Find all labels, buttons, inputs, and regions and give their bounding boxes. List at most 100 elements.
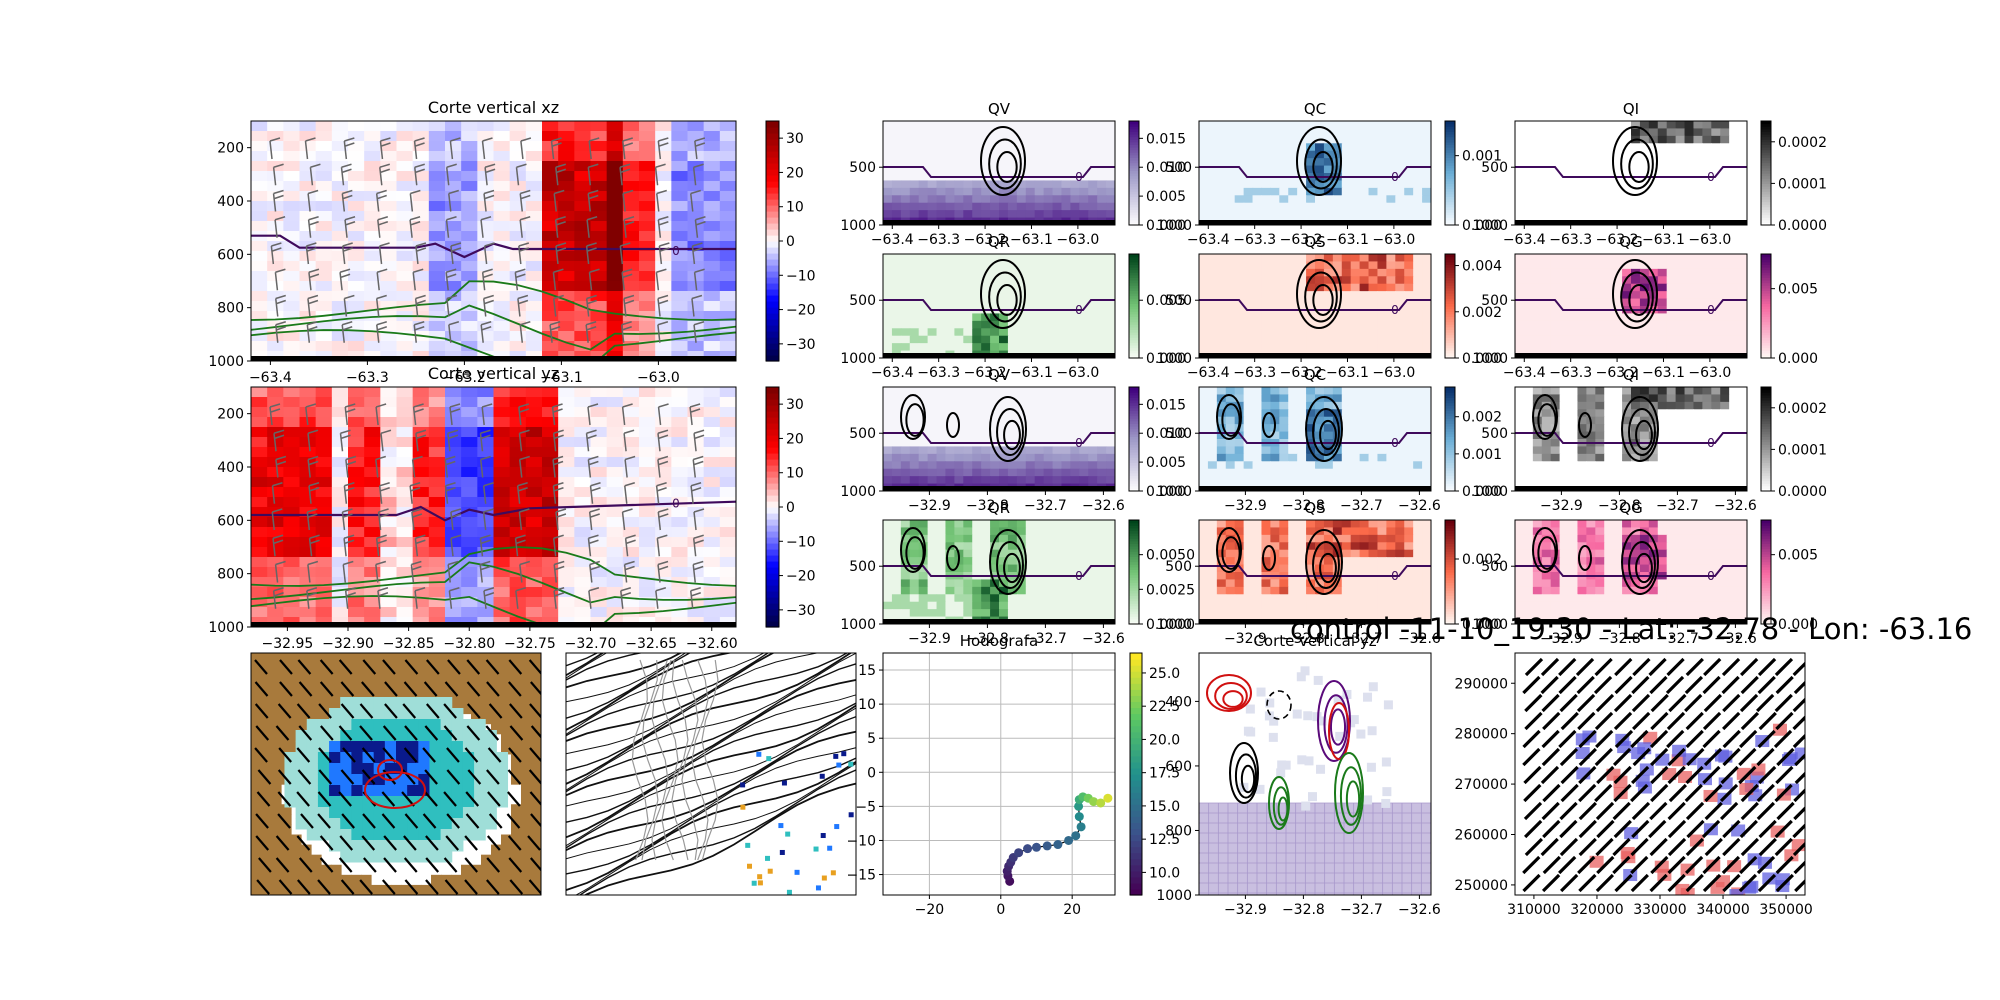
heatmap-qv-cell bbox=[1044, 180, 1054, 188]
heatmap-qg-cell bbox=[1586, 299, 1596, 307]
heatmap-qi-cell bbox=[1720, 210, 1730, 218]
heatmap-yz-cell bbox=[332, 467, 349, 478]
heatmap-yz-cell bbox=[623, 517, 640, 528]
heatmap-qi-cell bbox=[1702, 151, 1712, 159]
heatmap-qc-cell bbox=[1360, 210, 1370, 218]
heatmap-qg-cell bbox=[1595, 313, 1605, 321]
heatmap-qg-cell bbox=[1738, 276, 1748, 284]
heatmap-yz-cell bbox=[494, 457, 511, 468]
heatmap-yz-cell bbox=[316, 497, 333, 508]
heatmap-qi-cell bbox=[1533, 136, 1543, 144]
heatmap-xz-cell bbox=[413, 131, 430, 142]
heatmap-qi-cell bbox=[1729, 121, 1739, 129]
panel-xz-hydro-qi-plot-area: 0 bbox=[1515, 121, 1748, 226]
heatmap-qi-cell bbox=[1560, 158, 1570, 166]
heatmap-xz-cell bbox=[542, 281, 559, 292]
heatmap-xz-cell bbox=[316, 191, 333, 202]
heatmap-qi-cell bbox=[1524, 158, 1534, 166]
heatmap-qg-cell bbox=[1685, 328, 1695, 336]
heatmap-qg-cell bbox=[1604, 254, 1614, 262]
heatmap-qr-cell bbox=[1106, 343, 1116, 351]
heatmap-qg-cell bbox=[1693, 299, 1703, 307]
heatmap-qv-cell bbox=[1026, 128, 1036, 136]
heatmap-qg-cell bbox=[1640, 336, 1650, 344]
colorbar-segment bbox=[766, 331, 779, 338]
heatmap-xz-cell bbox=[494, 301, 511, 312]
heatmap-yz-cell bbox=[639, 527, 656, 538]
heatmap-yz-cell bbox=[461, 457, 478, 468]
heatmap-xz-cell bbox=[558, 321, 575, 332]
heatmap-qg-cell bbox=[1711, 343, 1721, 351]
heatmap-xz-cell bbox=[316, 341, 333, 352]
heatmap-xz-cell bbox=[607, 201, 624, 212]
heatmap-qc-cell bbox=[1244, 203, 1254, 211]
heatmap-qv-cell bbox=[1026, 210, 1036, 218]
heatmap-xz-cell bbox=[542, 261, 559, 272]
heatmap-qi-cell bbox=[1515, 173, 1525, 181]
heatmap-qi-cell bbox=[1738, 203, 1748, 211]
heatmap-yz-cell bbox=[300, 487, 317, 498]
heatmap-qc-cell bbox=[1199, 128, 1209, 136]
heatmap-qc-cell bbox=[1422, 210, 1432, 218]
heatmap-qr-cell bbox=[1026, 269, 1036, 277]
heatmap-qi-cell bbox=[1711, 188, 1721, 196]
heatmap-qv-cell bbox=[954, 121, 964, 129]
heatmap-yz-cell bbox=[461, 487, 478, 498]
heatmap-qc-cell bbox=[1261, 210, 1271, 218]
colorbar-segment bbox=[766, 157, 779, 164]
heatmap-yz-cell bbox=[494, 527, 511, 538]
heatmap-qg-cell bbox=[1524, 254, 1534, 262]
heatmap-qc-cell bbox=[1413, 158, 1423, 166]
heatmap-qs-cell bbox=[1226, 313, 1236, 321]
heatmap-qs-cell bbox=[1217, 313, 1227, 321]
heatmap-xz-cell bbox=[397, 261, 414, 272]
heatmap-qg-cell bbox=[1685, 336, 1695, 344]
heatmap-xz-cell bbox=[526, 261, 543, 272]
heatmap-qc-cell bbox=[1360, 151, 1370, 159]
heatmap-qc-cell bbox=[1395, 210, 1405, 218]
heatmap-yz-cell bbox=[494, 537, 511, 548]
heatmap-yz-cell bbox=[639, 417, 656, 428]
heatmap-yz-cell bbox=[704, 427, 721, 438]
heatmap-xz-cell bbox=[477, 181, 494, 192]
heatmap-xz-cell bbox=[623, 341, 640, 352]
heatmap-xz-cell bbox=[526, 141, 543, 152]
heatmap-yz-cell bbox=[607, 427, 624, 438]
heatmap-qv-cell bbox=[1106, 143, 1116, 151]
heatmap-yz-cell bbox=[316, 447, 333, 458]
heatmap-yz-cell bbox=[413, 477, 430, 488]
heatmap-qr-cell bbox=[963, 336, 973, 344]
heatmap-qc-cell bbox=[1377, 188, 1387, 196]
heatmap-xz-cell bbox=[671, 181, 688, 192]
colorbar-segment bbox=[766, 597, 779, 604]
heatmap-qi-cell bbox=[1685, 195, 1695, 203]
heatmap-yz-cell bbox=[510, 447, 527, 458]
heatmap-xz-cell bbox=[461, 171, 478, 182]
heatmap-xz-cell bbox=[251, 221, 268, 232]
heatmap-yz-cell bbox=[251, 407, 268, 418]
heatmap-qv-cell bbox=[963, 188, 973, 196]
heatmap-qr-cell bbox=[928, 261, 938, 269]
heatmap-qv-cell bbox=[1106, 128, 1116, 136]
heatmap-xz-cell bbox=[445, 321, 462, 332]
heatmap-xz-cell bbox=[655, 141, 672, 152]
heatmap-qg-cell bbox=[1693, 269, 1703, 277]
heatmap-qr-cell bbox=[1026, 299, 1036, 307]
colorbar-segment bbox=[766, 253, 779, 260]
heatmap-qi-cell bbox=[1693, 166, 1703, 174]
heatmap-xz-cell bbox=[623, 141, 640, 152]
heatmap-xz-cell bbox=[574, 131, 591, 142]
heatmap-qv-cell bbox=[937, 203, 947, 211]
heatmap-qv-cell bbox=[919, 121, 929, 129]
heatmap-qr-cell bbox=[919, 328, 929, 336]
heatmap-xz-cell bbox=[283, 271, 300, 282]
heatmap-qv-cell bbox=[1035, 195, 1045, 203]
heatmap-qs-cell bbox=[1226, 291, 1236, 299]
heatmap-qi-cell bbox=[1693, 128, 1703, 136]
heatmap-qg-cell bbox=[1702, 328, 1712, 336]
heatmap-xz-cell bbox=[639, 161, 656, 172]
heatmap-qs-cell bbox=[1360, 321, 1370, 329]
heatmap-qs-cell bbox=[1360, 291, 1370, 299]
heatmap-qs-cell bbox=[1377, 313, 1387, 321]
heatmap-qr-cell bbox=[1088, 269, 1098, 277]
